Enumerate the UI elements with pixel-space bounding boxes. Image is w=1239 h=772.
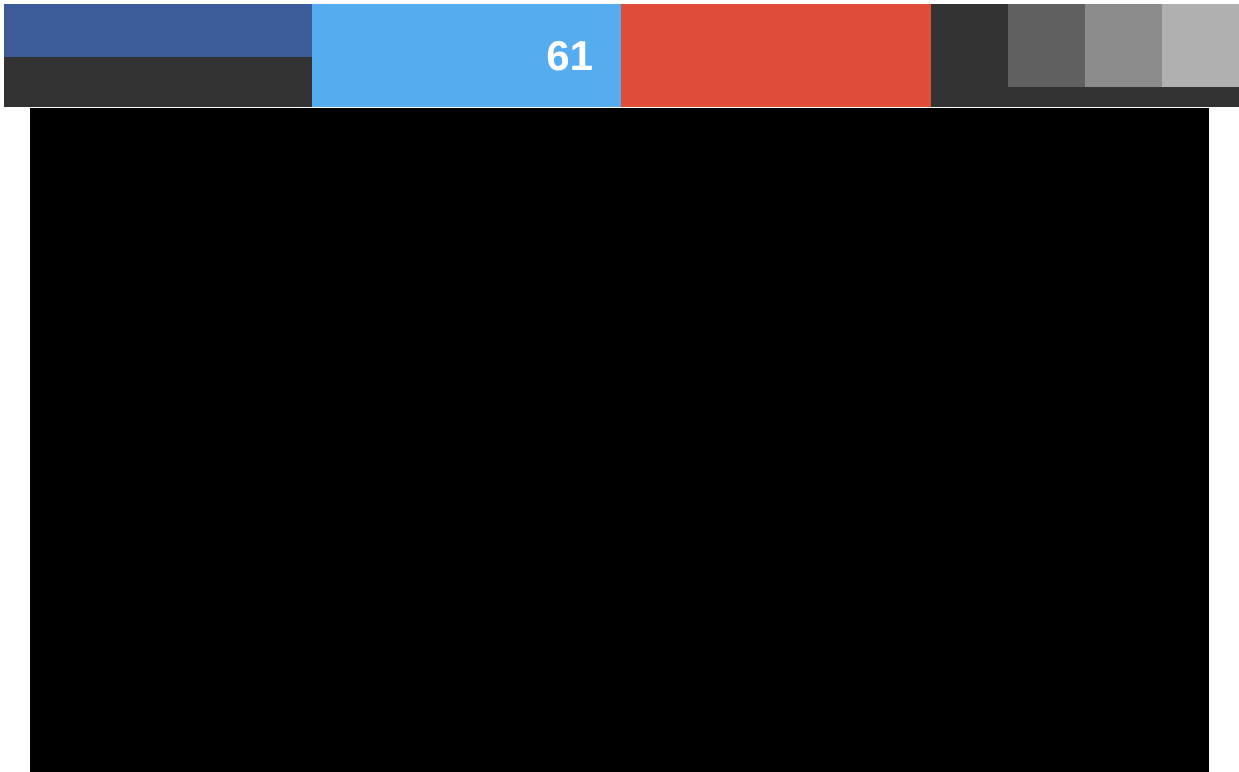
social-share-bar: 61 (4, 4, 1239, 107)
more-spacer (931, 4, 1008, 87)
share-option-dark-button[interactable] (1008, 4, 1085, 87)
facebook-share-button[interactable] (4, 4, 312, 107)
share-count: 61 (546, 32, 593, 79)
video-player[interactable] (30, 108, 1209, 772)
more-share-options (931, 4, 1239, 107)
twitter-share-button[interactable]: 61 (312, 4, 621, 107)
share-option-medium-button[interactable] (1085, 4, 1162, 87)
share-option-light-button[interactable] (1162, 4, 1239, 87)
facebook-icon (4, 4, 312, 57)
google-plus-share-button[interactable] (621, 4, 931, 107)
